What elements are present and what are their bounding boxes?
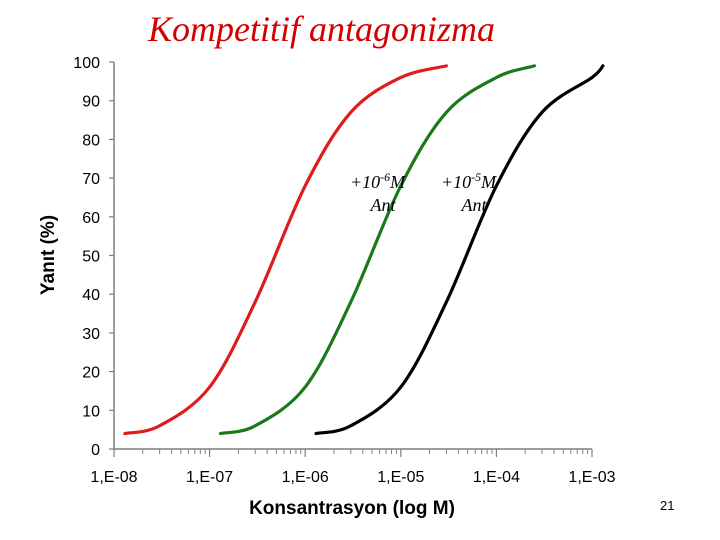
annotation-ant-1e-5-unit: M [480, 172, 497, 192]
x-tick-label: 1,E-03 [568, 469, 615, 486]
x-tick-label: 1,E-08 [90, 469, 137, 486]
y-tick-label: 60 [82, 210, 100, 227]
annotation-ant-1e-5-exponent: -5 [471, 170, 481, 184]
y-tick-label: 50 [82, 249, 100, 266]
annotation-ant-1e-5-line2: Ant [461, 195, 488, 215]
slide-title: Kompetitif antagonizma [148, 9, 496, 49]
y-tick-label: 90 [82, 94, 100, 111]
annotation-ant-1e-5: +10-5M [441, 170, 497, 192]
x-axis-title: Konsantrasyon (log M) [249, 498, 455, 519]
y-tick-label: 20 [82, 365, 100, 382]
x-axis: 1,E-08 1,E-07 1,E-06 1,E-05 1,E-04 1,E-03 [90, 448, 616, 486]
series-lines [123, 64, 605, 436]
annotation-ant-1e-6: +10-6M [350, 170, 406, 192]
series-line-1 [123, 64, 449, 436]
annotation-ant-1e-6-exponent: -6 [380, 170, 390, 184]
y-tick-label: 10 [82, 403, 100, 420]
x-tick-label: 1,E-05 [377, 469, 424, 486]
y-axis-title: Yanıt (%) [38, 215, 59, 295]
y-tick-label: 40 [82, 287, 100, 304]
series-line-3 [314, 64, 605, 436]
annotation-ant-1e-5-prefix: +10 [441, 172, 471, 192]
annotation-ant-1e-6-prefix: +10 [350, 172, 380, 192]
y-tick-label: 100 [73, 55, 100, 72]
y-axis: 0 10 20 30 40 50 60 70 80 90 100 [73, 55, 115, 459]
page-number: 21 [660, 498, 675, 513]
y-tick-label: 80 [82, 132, 100, 149]
y-tick-label: 30 [82, 326, 100, 343]
y-tick-label: 0 [91, 442, 100, 459]
x-tick-label: 1,E-07 [186, 469, 233, 486]
x-tick-label: 1,E-06 [282, 469, 329, 486]
x-tick-label: 1,E-04 [473, 469, 520, 486]
annotation-ant-1e-6-unit: M [389, 172, 406, 192]
annotation-ant-1e-6-line2: Ant [370, 195, 397, 215]
series-line-2 [218, 64, 537, 436]
y-tick-label: 70 [82, 171, 100, 188]
